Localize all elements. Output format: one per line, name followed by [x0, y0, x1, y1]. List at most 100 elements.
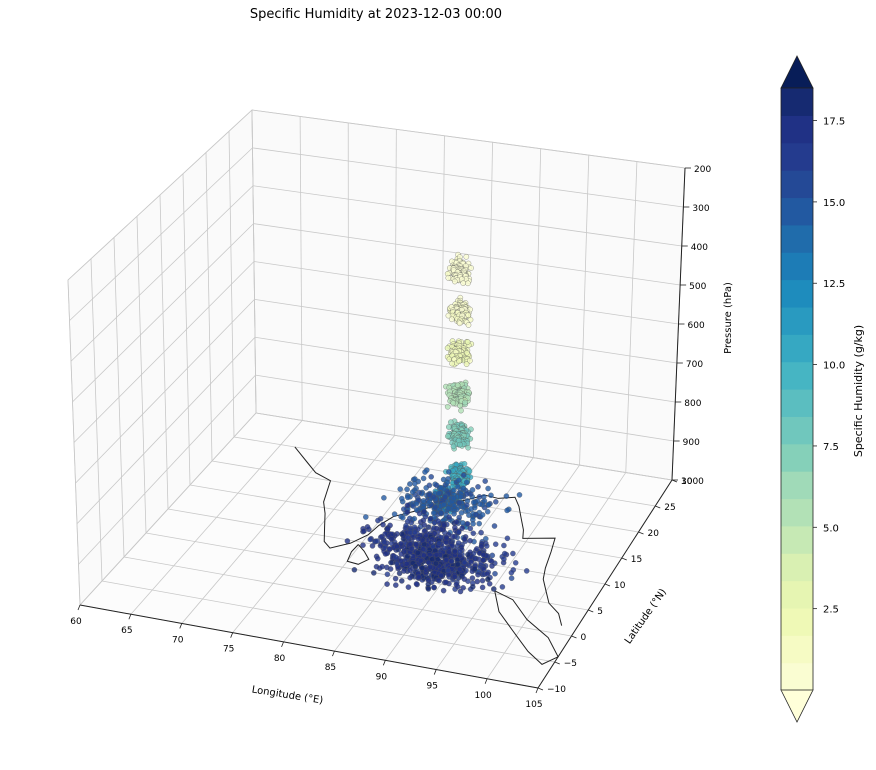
- colorbar-extend-high: [780, 55, 814, 89]
- y-tick: [655, 505, 661, 509]
- y-axis-label: Latitude (°N): [623, 587, 669, 646]
- data-point: [415, 550, 421, 556]
- data-point: [420, 498, 427, 504]
- data-point: [484, 508, 491, 515]
- data-point: [344, 538, 351, 544]
- y-tick-label: −5: [564, 659, 577, 669]
- y-tick-label: 30: [681, 477, 693, 487]
- data-point: [464, 502, 470, 508]
- data-point: [456, 320, 463, 327]
- floor-grid-y: [101, 580, 555, 663]
- left-grid-z: [67, 109, 253, 281]
- data-point: [413, 507, 420, 513]
- x-axis-label: Longitude (°E): [251, 684, 324, 706]
- y-tick-label: 0: [581, 633, 587, 643]
- data-point: [442, 494, 448, 500]
- data-point: [516, 492, 523, 498]
- data-point: [467, 357, 473, 364]
- y-tick: [621, 557, 627, 561]
- data-point: [422, 469, 428, 475]
- data-point: [457, 548, 463, 555]
- data-point: [388, 536, 395, 542]
- data-point: [425, 577, 432, 584]
- x-tick-label: 95: [426, 682, 437, 692]
- data-point: [512, 560, 519, 566]
- x-tick: [433, 669, 437, 675]
- back-grid-z: [254, 298, 677, 364]
- data-point: [451, 511, 457, 517]
- data-point: [491, 523, 498, 529]
- colorbar-segment: [781, 170, 813, 199]
- data-point: [455, 484, 461, 490]
- data-point: [460, 472, 467, 478]
- data-point: [461, 559, 468, 566]
- data-point: [450, 443, 457, 450]
- data-point: [396, 570, 403, 577]
- data-point: [478, 529, 484, 536]
- y-tick-label: 20: [648, 529, 660, 539]
- floor-pane: [80, 413, 672, 688]
- colorbar-segment: [781, 142, 813, 171]
- left-grid-z: [70, 185, 254, 362]
- data-point: [404, 553, 411, 560]
- data-point: [453, 581, 460, 588]
- data-point: [371, 570, 377, 576]
- colorbar-segment: [781, 635, 813, 664]
- data-point: [412, 563, 419, 570]
- data-point: [375, 517, 381, 524]
- colorbar-segment: [781, 662, 813, 691]
- data-point: [404, 560, 410, 567]
- data-point: [479, 512, 486, 518]
- data-point: [433, 551, 440, 558]
- data-point: [423, 532, 429, 539]
- data-point: [463, 361, 470, 367]
- data-point: [457, 588, 464, 595]
- x-tick-label: 90: [376, 672, 388, 682]
- data-point: [458, 510, 465, 516]
- data-point: [491, 586, 497, 592]
- data-point: [404, 509, 411, 515]
- x-tick-label: 65: [121, 626, 132, 636]
- data-point: [405, 494, 411, 501]
- data-point: [452, 524, 458, 531]
- data-point: [415, 536, 422, 542]
- data-point: [441, 522, 447, 529]
- data-point: [456, 499, 463, 506]
- data-point: [375, 555, 381, 562]
- data-point: [445, 505, 451, 512]
- floor-grid-y: [145, 532, 589, 611]
- data-point: [420, 475, 427, 482]
- left-grid-z: [75, 299, 255, 484]
- data-point: [475, 484, 481, 490]
- data-point: [480, 557, 486, 563]
- coastline-sumatra: [494, 590, 559, 665]
- back-grid-z: [252, 147, 684, 208]
- colorbar-segment: [781, 306, 813, 335]
- data-point: [460, 520, 466, 526]
- colorbar-segment: [781, 361, 813, 390]
- data-point: [452, 548, 458, 555]
- data-point: [469, 575, 476, 581]
- colorbar-extend-low: [780, 689, 814, 723]
- y-tick-label: 25: [664, 503, 675, 513]
- data-point: [394, 543, 400, 550]
- data-point: [501, 542, 507, 549]
- data-point: [391, 511, 398, 517]
- data-point: [456, 514, 462, 521]
- x-tick-label: 60: [70, 617, 82, 627]
- x-tick-label: 100: [475, 691, 492, 701]
- colorbar-segment: [781, 525, 813, 554]
- data-point: [458, 407, 464, 414]
- data-point: [382, 544, 388, 551]
- data-point: [463, 479, 470, 486]
- z-axis-label: Pressure (hPa): [723, 282, 734, 354]
- data-point: [435, 518, 441, 524]
- y-tick: [571, 635, 577, 639]
- data-point: [428, 474, 434, 480]
- x-tick: [382, 660, 386, 666]
- colorbar-tick-label: 10.0: [823, 361, 845, 372]
- data-point: [398, 558, 404, 564]
- data-point: [367, 536, 374, 543]
- data-point: [403, 522, 409, 529]
- left-grid-z: [72, 223, 254, 403]
